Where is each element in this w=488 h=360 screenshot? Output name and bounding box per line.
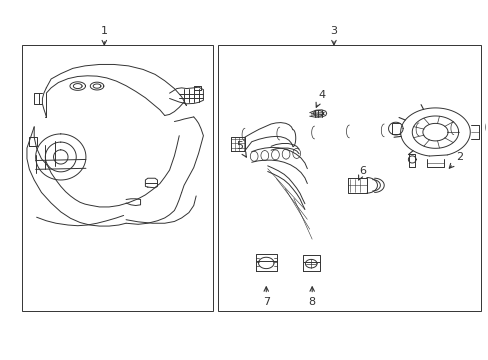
Text: 3: 3	[330, 26, 337, 45]
Text: 1: 1	[101, 26, 107, 45]
Bar	[218, 45, 480, 311]
Text: 7: 7	[262, 287, 269, 307]
Text: 2: 2	[448, 152, 462, 168]
Text: 8: 8	[308, 287, 315, 307]
Text: 4: 4	[315, 90, 325, 107]
Text: 6: 6	[358, 166, 366, 180]
Bar	[22, 45, 213, 311]
Text: 5: 5	[236, 141, 246, 157]
